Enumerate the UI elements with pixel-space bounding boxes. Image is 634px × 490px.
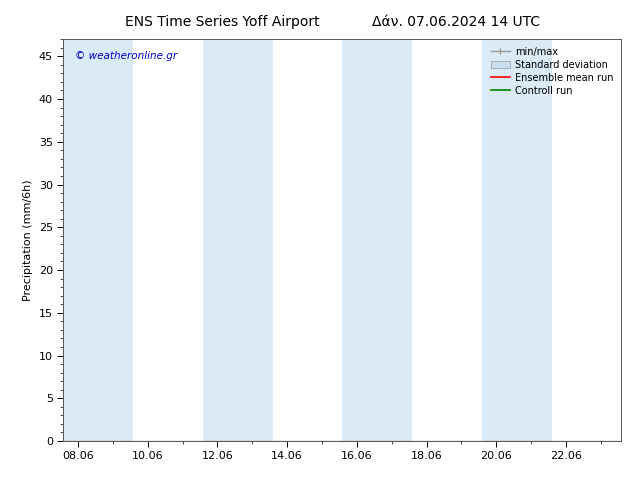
Text: © weatheronline.gr: © weatheronline.gr (75, 51, 177, 61)
Legend: min/max, Standard deviation, Ensemble mean run, Controll run: min/max, Standard deviation, Ensemble me… (488, 44, 616, 98)
Text: ENS Time Series Yoff Airport: ENS Time Series Yoff Airport (125, 15, 319, 29)
Bar (203, 39, 273, 441)
Text: Δάν. 07.06.2024 14 UTC: Δάν. 07.06.2024 14 UTC (372, 15, 541, 29)
Bar (342, 39, 412, 441)
Y-axis label: Precipitation (mm/6h): Precipitation (mm/6h) (23, 179, 34, 301)
Bar (63, 39, 133, 441)
Bar (482, 39, 552, 441)
